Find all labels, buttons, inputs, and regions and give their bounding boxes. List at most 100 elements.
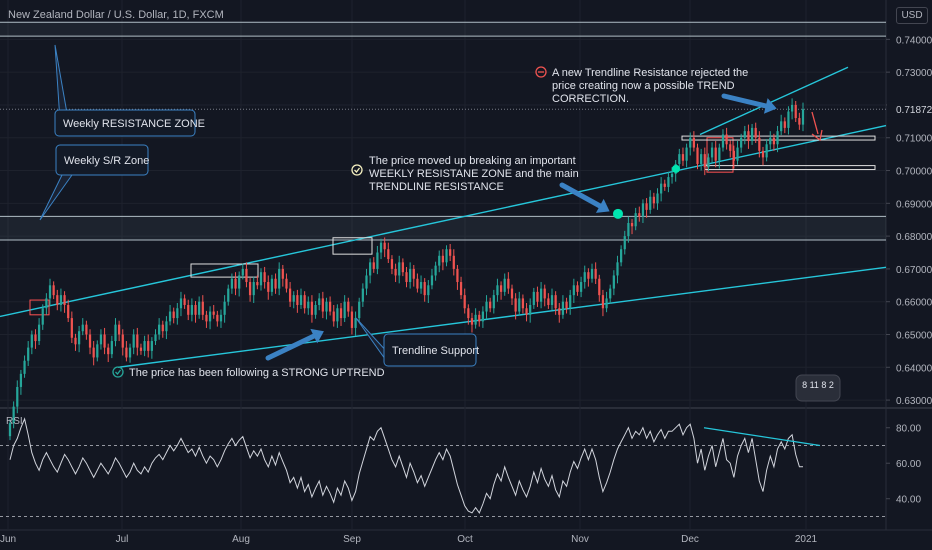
candle: [569, 295, 572, 309]
candle: [547, 298, 550, 305]
rejection-arrow-head: [763, 98, 777, 114]
candle: [590, 268, 594, 279]
candle: [354, 318, 357, 328]
candle: [405, 272, 408, 283]
candle: [619, 249, 623, 263]
candle: [780, 121, 783, 132]
candle: [645, 203, 648, 210]
sr-callout-label: Weekly S/R Zone: [64, 155, 149, 167]
check-circle-icon: [351, 164, 363, 176]
rsi-tick-label: 40.00: [896, 495, 921, 506]
candle: [256, 282, 259, 286]
candle: [663, 183, 666, 187]
uptrend-note: The price has been following a STRONG UP…: [129, 367, 385, 379]
candle: [230, 278, 234, 289]
retest-marker: [672, 164, 680, 173]
candle: [252, 282, 255, 296]
candle: [710, 147, 714, 158]
candle: [372, 262, 375, 269]
support-arrow: [265, 328, 324, 361]
candle: [740, 137, 743, 148]
candle: [121, 334, 124, 348]
resistance-callout-box: [54, 109, 196, 137]
candle: [132, 334, 135, 348]
correction-arrow-head: [811, 129, 823, 142]
candle: [307, 301, 310, 309]
candle: [379, 242, 383, 253]
support-callout-box: [383, 333, 477, 367]
candle: [634, 213, 637, 227]
candle: [794, 104, 797, 119]
candle: [216, 314, 219, 322]
candle: [707, 157, 710, 168]
candle: [743, 131, 746, 138]
breakout-arrow-head: [595, 198, 610, 213]
candle: [445, 249, 448, 263]
candle: [56, 295, 59, 305]
y-tick-label: 0.65000: [896, 330, 932, 341]
candle: [576, 285, 579, 292]
rsi-title: RSI: [6, 416, 23, 427]
candle: [37, 324, 41, 342]
candle: [165, 321, 168, 332]
candle: [59, 295, 63, 305]
candle: [427, 285, 430, 296]
candle: [623, 236, 626, 250]
candle: [641, 203, 645, 217]
candle: [750, 127, 754, 142]
candle: [790, 104, 794, 112]
candle: [143, 341, 146, 351]
candle: [361, 288, 364, 302]
candle: [496, 285, 499, 296]
correction-arrow: [811, 111, 819, 135]
symbol-title: New Zealand Dollar / U.S. Dollar, 1D, FX…: [8, 9, 224, 21]
x-tick-label: Jun: [0, 534, 16, 545]
candle: [412, 268, 415, 279]
candle: [583, 272, 586, 283]
candle: [696, 147, 699, 164]
y-tick-label: 0.68000: [896, 232, 932, 243]
sr-zone: [0, 216, 886, 241]
candle: [92, 347, 95, 358]
candle: [358, 301, 361, 319]
candle: [503, 278, 506, 292]
breakout-note: WEEKLY RESISTANE ZONE and the main: [369, 168, 579, 180]
candle: [543, 288, 546, 299]
candle: [325, 301, 328, 312]
breakout-note: TRENDLINE RESISTANCE: [369, 181, 504, 193]
candle: [518, 298, 521, 312]
candle: [394, 268, 397, 276]
candle: [441, 255, 444, 263]
candle: [670, 173, 674, 178]
candle: [139, 347, 143, 351]
currency-unit-badge[interactable]: USD: [896, 7, 928, 24]
candle: [194, 304, 197, 315]
candle: [267, 282, 270, 292]
candle: [187, 304, 190, 315]
candle: [99, 334, 103, 345]
candle: [685, 147, 688, 161]
swing-high-box: [190, 263, 259, 278]
candle: [761, 150, 765, 158]
candle: [85, 324, 88, 335]
support-arrow-head: [310, 328, 324, 344]
rejection-note: CORRECTION.: [552, 93, 629, 105]
candle: [689, 137, 692, 148]
candle: [489, 301, 492, 309]
candle: [332, 311, 335, 322]
candle: [630, 222, 634, 227]
warning-circle-icon: [535, 66, 547, 78]
candle: [190, 304, 194, 315]
candle: [434, 265, 437, 276]
breakout-note: The price moved up breaking an important: [369, 155, 576, 167]
candle: [463, 295, 466, 309]
candle: [281, 268, 284, 279]
candle: [219, 314, 223, 322]
candle: [128, 347, 132, 358]
candle: [314, 304, 317, 315]
candle: [107, 347, 110, 355]
candle: [52, 285, 55, 296]
candle: [558, 308, 561, 315]
rejection-note: price creating now a possible TREND: [552, 80, 735, 92]
